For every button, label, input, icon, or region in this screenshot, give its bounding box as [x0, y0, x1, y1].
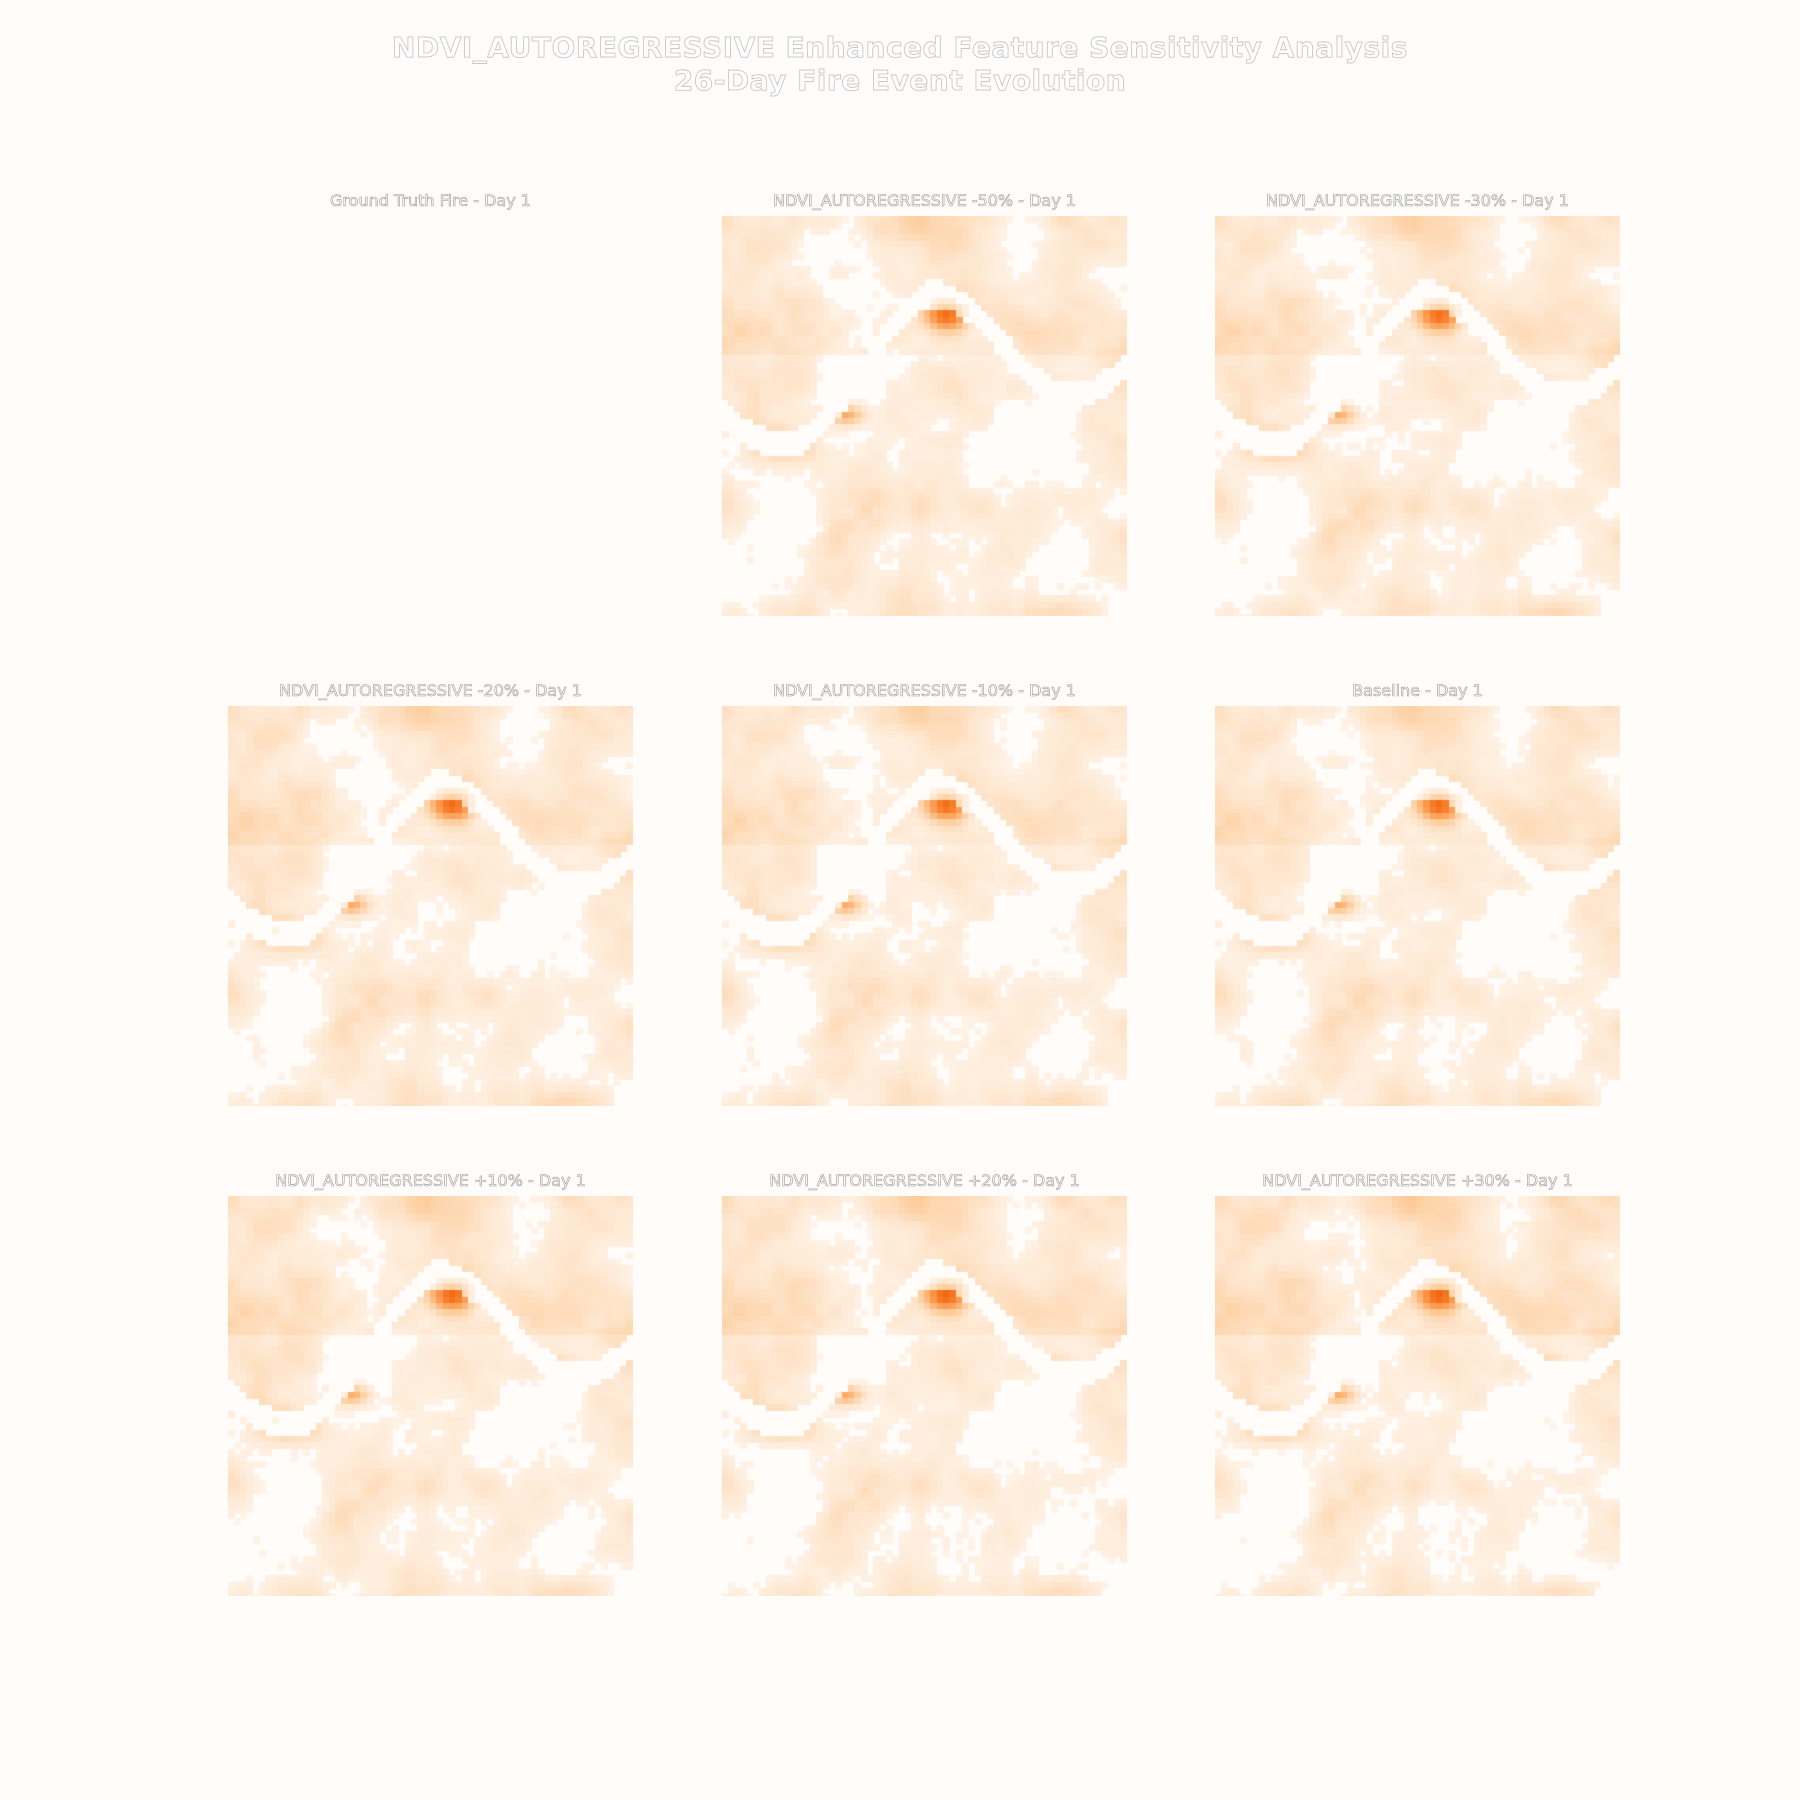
panel-title: NDVI_AUTOREGRESSIVE -20% - Day 1 [279, 681, 582, 701]
fire-probability-map [722, 216, 1127, 616]
panel-title: NDVI_AUTOREGRESSIVE +20% - Day 1 [769, 1171, 1080, 1191]
figure-title-line1: NDVI_AUTOREGRESSIVE Enhanced Feature Sen… [392, 31, 1408, 65]
fire-probability-map [228, 1196, 633, 1596]
fire-probability-map [1215, 216, 1620, 616]
fire-probability-map [722, 1196, 1127, 1596]
panel-title: NDVI_AUTOREGRESSIVE +30% - Day 1 [1262, 1171, 1573, 1191]
fire-probability-map [1215, 1196, 1620, 1596]
panel-title: NDVI_AUTOREGRESSIVE -50% - Day 1 [773, 191, 1076, 211]
panel-title: Baseline - Day 1 [1352, 681, 1483, 701]
fire-probability-map [722, 706, 1127, 1106]
panel-title: Ground Truth Fire - Day 1 [330, 191, 532, 211]
fire-probability-map [228, 706, 633, 1106]
figure-title-line2: 26-Day Fire Event Evolution [673, 64, 1127, 98]
panel-title: NDVI_AUTOREGRESSIVE -30% - Day 1 [1266, 191, 1569, 211]
fire-probability-map [1215, 706, 1620, 1106]
panel-title: NDVI_AUTOREGRESSIVE +10% - Day 1 [275, 1171, 586, 1191]
panel-title: NDVI_AUTOREGRESSIVE -10% - Day 1 [773, 681, 1076, 701]
